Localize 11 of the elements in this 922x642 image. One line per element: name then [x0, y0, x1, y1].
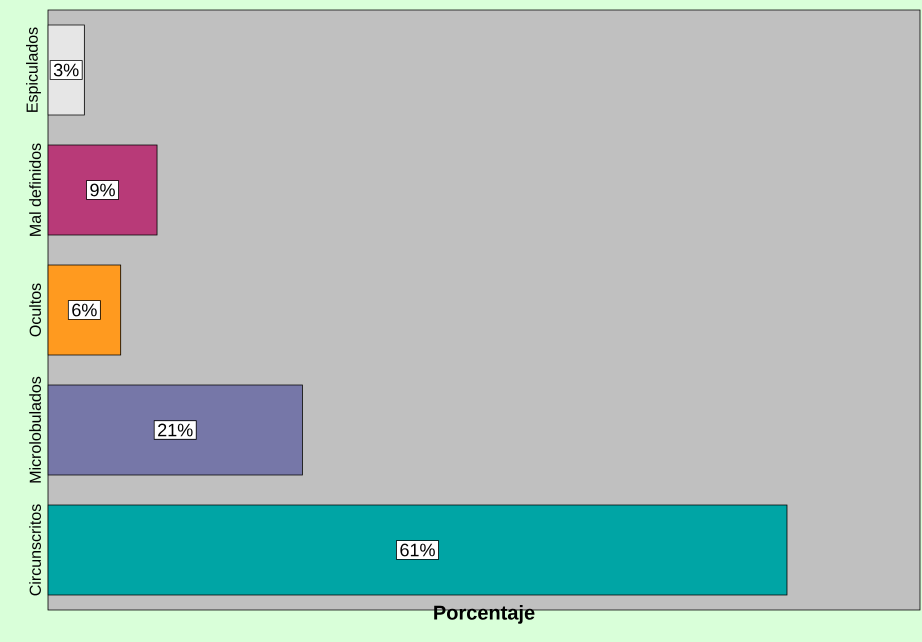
data-label: 3% — [54, 64, 79, 76]
data-label: 61% — [400, 544, 435, 556]
data-label: 21% — [158, 424, 193, 436]
data-label: 6% — [72, 304, 97, 316]
data-label: 9% — [90, 184, 115, 196]
x-axis-title: Porcentaje — [434, 605, 534, 624]
y-tick-label: Espiculados — [26, 27, 41, 112]
y-tick-label: Ocultos — [29, 283, 41, 336]
y-tick-label: Mal definidos — [29, 143, 41, 236]
y-tick-label: Microlobulados — [29, 376, 41, 482]
y-tick-label: Circunscritos — [29, 504, 41, 596]
